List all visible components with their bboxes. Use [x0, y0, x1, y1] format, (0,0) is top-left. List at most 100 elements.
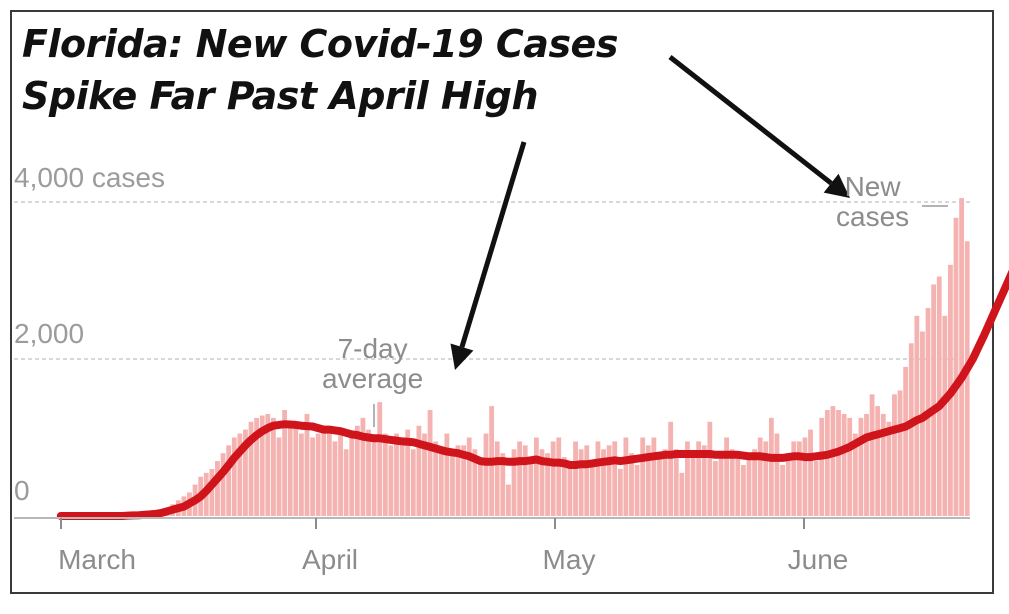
y-tick-label-0: 0 — [14, 475, 30, 506]
average-line-path — [56, 269, 1009, 520]
arrow-to-april-peak-shaft — [459, 141, 527, 348]
bar-day-61 — [394, 433, 399, 516]
bar-day-140 — [836, 410, 841, 516]
bar-day-68 — [433, 441, 439, 516]
bar-day-39 — [271, 417, 276, 516]
bar-day-119 — [718, 457, 724, 516]
bar-day-126 — [757, 437, 763, 516]
seven-day-average-label-line-2: average — [322, 363, 424, 394]
bar-day-46 — [310, 437, 315, 516]
bar-day-162 — [959, 198, 965, 516]
bar-day-29 — [215, 461, 220, 516]
bar-day-87 — [539, 449, 545, 516]
bar-day-157 — [931, 284, 937, 516]
bar-day-75 — [472, 449, 478, 516]
bar-day-56 — [366, 429, 371, 516]
bar-day-118 — [713, 461, 718, 516]
bar-day-112 — [679, 472, 685, 516]
bar-day-92 — [567, 461, 573, 516]
bar-day-80 — [500, 453, 506, 516]
bar-day-81 — [506, 484, 511, 516]
bar-day-142 — [847, 417, 853, 516]
bar-day-79 — [494, 441, 500, 516]
y-tick-label-2000: 2,000 — [14, 318, 85, 349]
arrow-to-new-cases-shaft — [668, 55, 833, 186]
bar-day-40 — [276, 437, 282, 516]
bar-day-42 — [287, 425, 293, 516]
bar-day-89 — [550, 441, 556, 516]
x-tick-label-may: May — [542, 544, 596, 575]
bar-day-130 — [780, 464, 785, 516]
bar-day-45 — [304, 413, 310, 516]
bar-day-159 — [942, 315, 948, 516]
bar-day-103 — [629, 453, 634, 516]
bar-day-85 — [528, 461, 534, 516]
bar-day-91 — [561, 457, 567, 516]
bar-day-48 — [321, 425, 327, 516]
bar-day-86 — [533, 437, 539, 516]
bar-day-146 — [869, 394, 875, 516]
headline-line-1: Florida: New Covid-19 Cases — [22, 22, 618, 66]
bar-day-150 — [892, 394, 897, 516]
bar-day-36 — [254, 417, 260, 516]
bar-day-152 — [903, 366, 909, 516]
bar-day-102 — [623, 437, 629, 516]
bar-day-128 — [768, 417, 774, 516]
seven-day-average-label-line-1: 7-day — [337, 333, 408, 364]
bar-day-62 — [399, 445, 405, 516]
y-tick-label-4000: 4,000 cases — [14, 162, 165, 193]
bar-day-49 — [326, 433, 332, 516]
bar-day-163 — [964, 241, 970, 516]
bar-day-148 — [880, 413, 886, 516]
bar-day-115 — [696, 441, 702, 516]
bar-day-132 — [791, 441, 797, 516]
bar-day-66 — [422, 433, 427, 516]
bar-day-125 — [752, 449, 757, 516]
bar-day-122 — [735, 453, 741, 516]
bar-day-129 — [774, 433, 780, 516]
bar-day-28 — [209, 468, 215, 516]
bar-day-50 — [332, 441, 338, 516]
bar-day-53 — [349, 433, 355, 516]
bar-day-139 — [830, 406, 836, 516]
bar-day-82 — [511, 449, 517, 516]
bar-day-47 — [315, 433, 321, 516]
bar-day-83 — [517, 441, 522, 516]
arrow-to-april-peak-head — [450, 343, 474, 370]
x-tick-label-april: April — [301, 544, 359, 575]
bar-day-74 — [466, 437, 472, 516]
bar-day-34 — [243, 429, 248, 516]
new-cases-label-line-1: New — [844, 171, 901, 202]
bar-day-149 — [886, 421, 892, 516]
x-tick-label-june: June — [787, 544, 849, 575]
bar-day-135 — [808, 429, 813, 516]
bar-day-106 — [645, 445, 651, 516]
bar-day-121 — [729, 449, 735, 516]
seven-day-average-line — [56, 269, 1009, 520]
headline-line-2: Spike Far Past April High — [22, 74, 539, 118]
bar-day-158 — [936, 276, 942, 516]
bar-day-52 — [343, 449, 349, 516]
bar-day-76 — [478, 461, 483, 516]
bar-day-97 — [595, 441, 601, 516]
bar-day-60 — [388, 445, 394, 516]
bar-day-141 — [841, 413, 847, 516]
new-cases-label: New cases — [836, 172, 909, 232]
bar-day-131 — [785, 453, 791, 516]
bar-day-43 — [293, 421, 299, 516]
x-tick-label-march: March — [58, 544, 136, 575]
bar-day-31 — [226, 445, 232, 516]
bar-day-33 — [237, 433, 243, 516]
bar-day-155 — [920, 331, 925, 516]
bar-day-133 — [796, 441, 802, 516]
bar-day-94 — [578, 449, 584, 516]
bar-day-104 — [634, 464, 640, 516]
seven-day-average-label: 7-day average — [322, 334, 423, 394]
bar-day-124 — [746, 457, 752, 516]
bar-day-54 — [354, 425, 360, 516]
bar-day-44 — [298, 433, 304, 516]
bar-day-134 — [802, 437, 808, 516]
bar-day-143 — [852, 433, 858, 516]
x-axis — [14, 517, 970, 529]
